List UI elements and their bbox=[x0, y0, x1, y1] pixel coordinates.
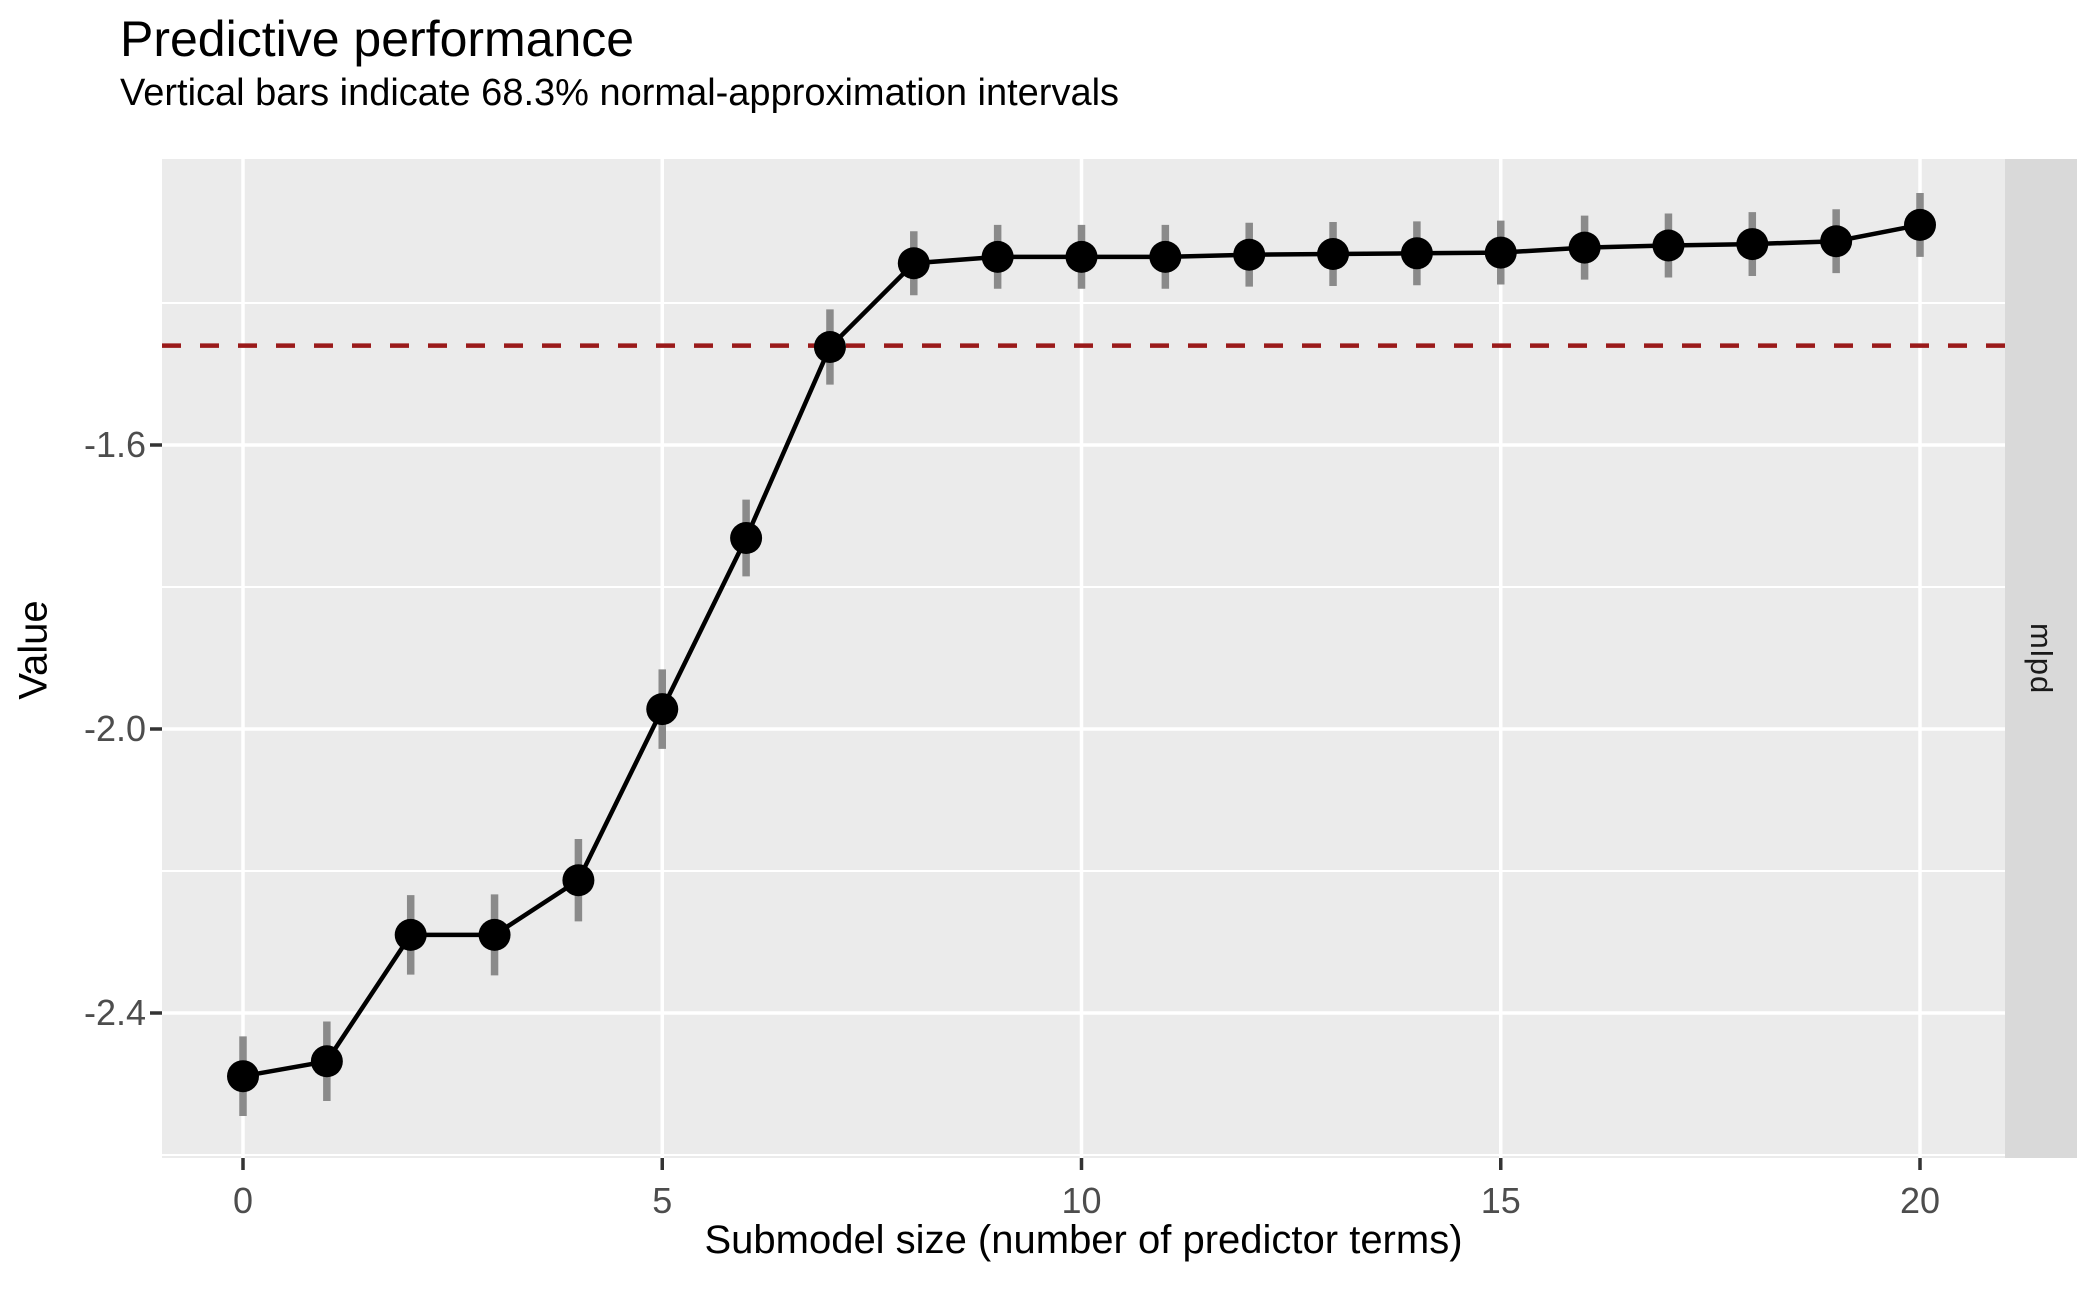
data-point bbox=[813, 331, 846, 364]
plot-panel bbox=[162, 159, 2005, 1158]
data-point bbox=[1904, 208, 1936, 241]
data-point bbox=[1233, 238, 1266, 271]
data-point bbox=[1484, 236, 1517, 269]
y-axis-title: Value bbox=[11, 600, 56, 700]
data-point bbox=[1820, 225, 1853, 258]
facet-strip-label: mlpd bbox=[2024, 622, 2059, 695]
data-point bbox=[394, 918, 427, 951]
y-tick-label: -2.4 bbox=[83, 992, 146, 1033]
x-axis-title: Submodel size (number of predictor terms… bbox=[704, 1218, 1463, 1262]
data-point bbox=[981, 240, 1014, 273]
data-point bbox=[1149, 240, 1182, 273]
data-point bbox=[1065, 240, 1098, 273]
x-tick-label: 20 bbox=[1899, 1180, 1941, 1221]
data-point bbox=[478, 918, 511, 951]
data-point bbox=[1568, 231, 1601, 264]
data-point bbox=[897, 247, 930, 280]
x-tick-label: 10 bbox=[1061, 1180, 1102, 1221]
data-point bbox=[227, 1060, 259, 1093]
data-point bbox=[562, 864, 595, 897]
data-point bbox=[730, 522, 763, 555]
data-point bbox=[1736, 228, 1769, 261]
data-point bbox=[1652, 229, 1685, 262]
x-tick-label: 5 bbox=[652, 1180, 673, 1221]
facet-strip: mlpd bbox=[2005, 159, 2077, 1158]
y-tick-label: -2.0 bbox=[83, 708, 146, 749]
data-point bbox=[1317, 238, 1350, 271]
data-point bbox=[646, 693, 679, 726]
x-tick-label: 15 bbox=[1480, 1180, 1521, 1221]
plot-title: Predictive performance bbox=[120, 11, 635, 67]
y-tick-label: -1.6 bbox=[83, 424, 146, 465]
plot-subtitle: Vertical bars indicate 68.3% normal-appr… bbox=[120, 72, 1120, 114]
x-tick-label: 0 bbox=[232, 1180, 254, 1221]
data-point bbox=[1400, 237, 1433, 270]
data-point bbox=[310, 1045, 343, 1078]
